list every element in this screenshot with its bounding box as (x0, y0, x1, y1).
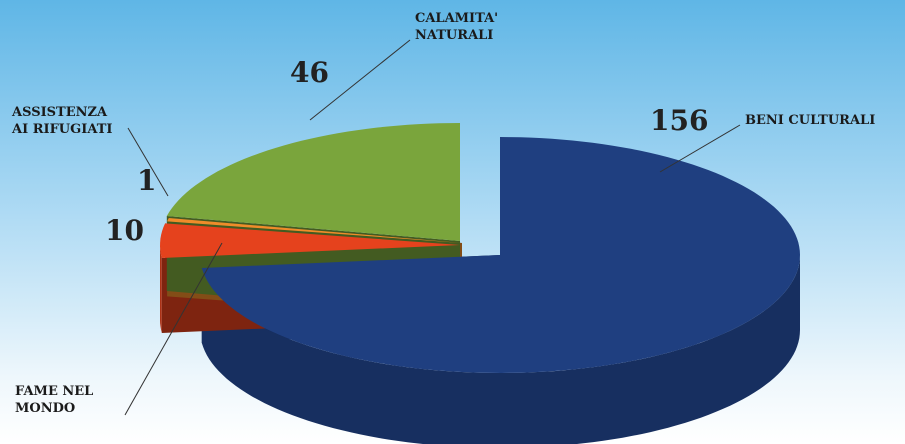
slice (201, 137, 801, 373)
category-label: CALAMITA' NATURALI (415, 11, 499, 43)
category-label: ASSISTENZA AI RIFUGIATI (12, 105, 113, 137)
category-label: FAME NEL MONDO (15, 384, 94, 416)
slice-side (160, 245, 162, 333)
slice (167, 218, 462, 243)
value-label: 10 (105, 214, 144, 247)
value-label: 46 (290, 56, 329, 89)
leader-line (309, 39, 411, 121)
slice-side (201, 255, 800, 444)
leader-line (127, 127, 169, 197)
leader-line (659, 124, 741, 173)
value-label: 1 (137, 164, 156, 197)
value-label: 156 (650, 104, 708, 137)
category-label: BENI CULTURALI (745, 113, 876, 128)
slice (160, 223, 460, 258)
slice (166, 123, 461, 241)
leader-line (124, 242, 223, 416)
